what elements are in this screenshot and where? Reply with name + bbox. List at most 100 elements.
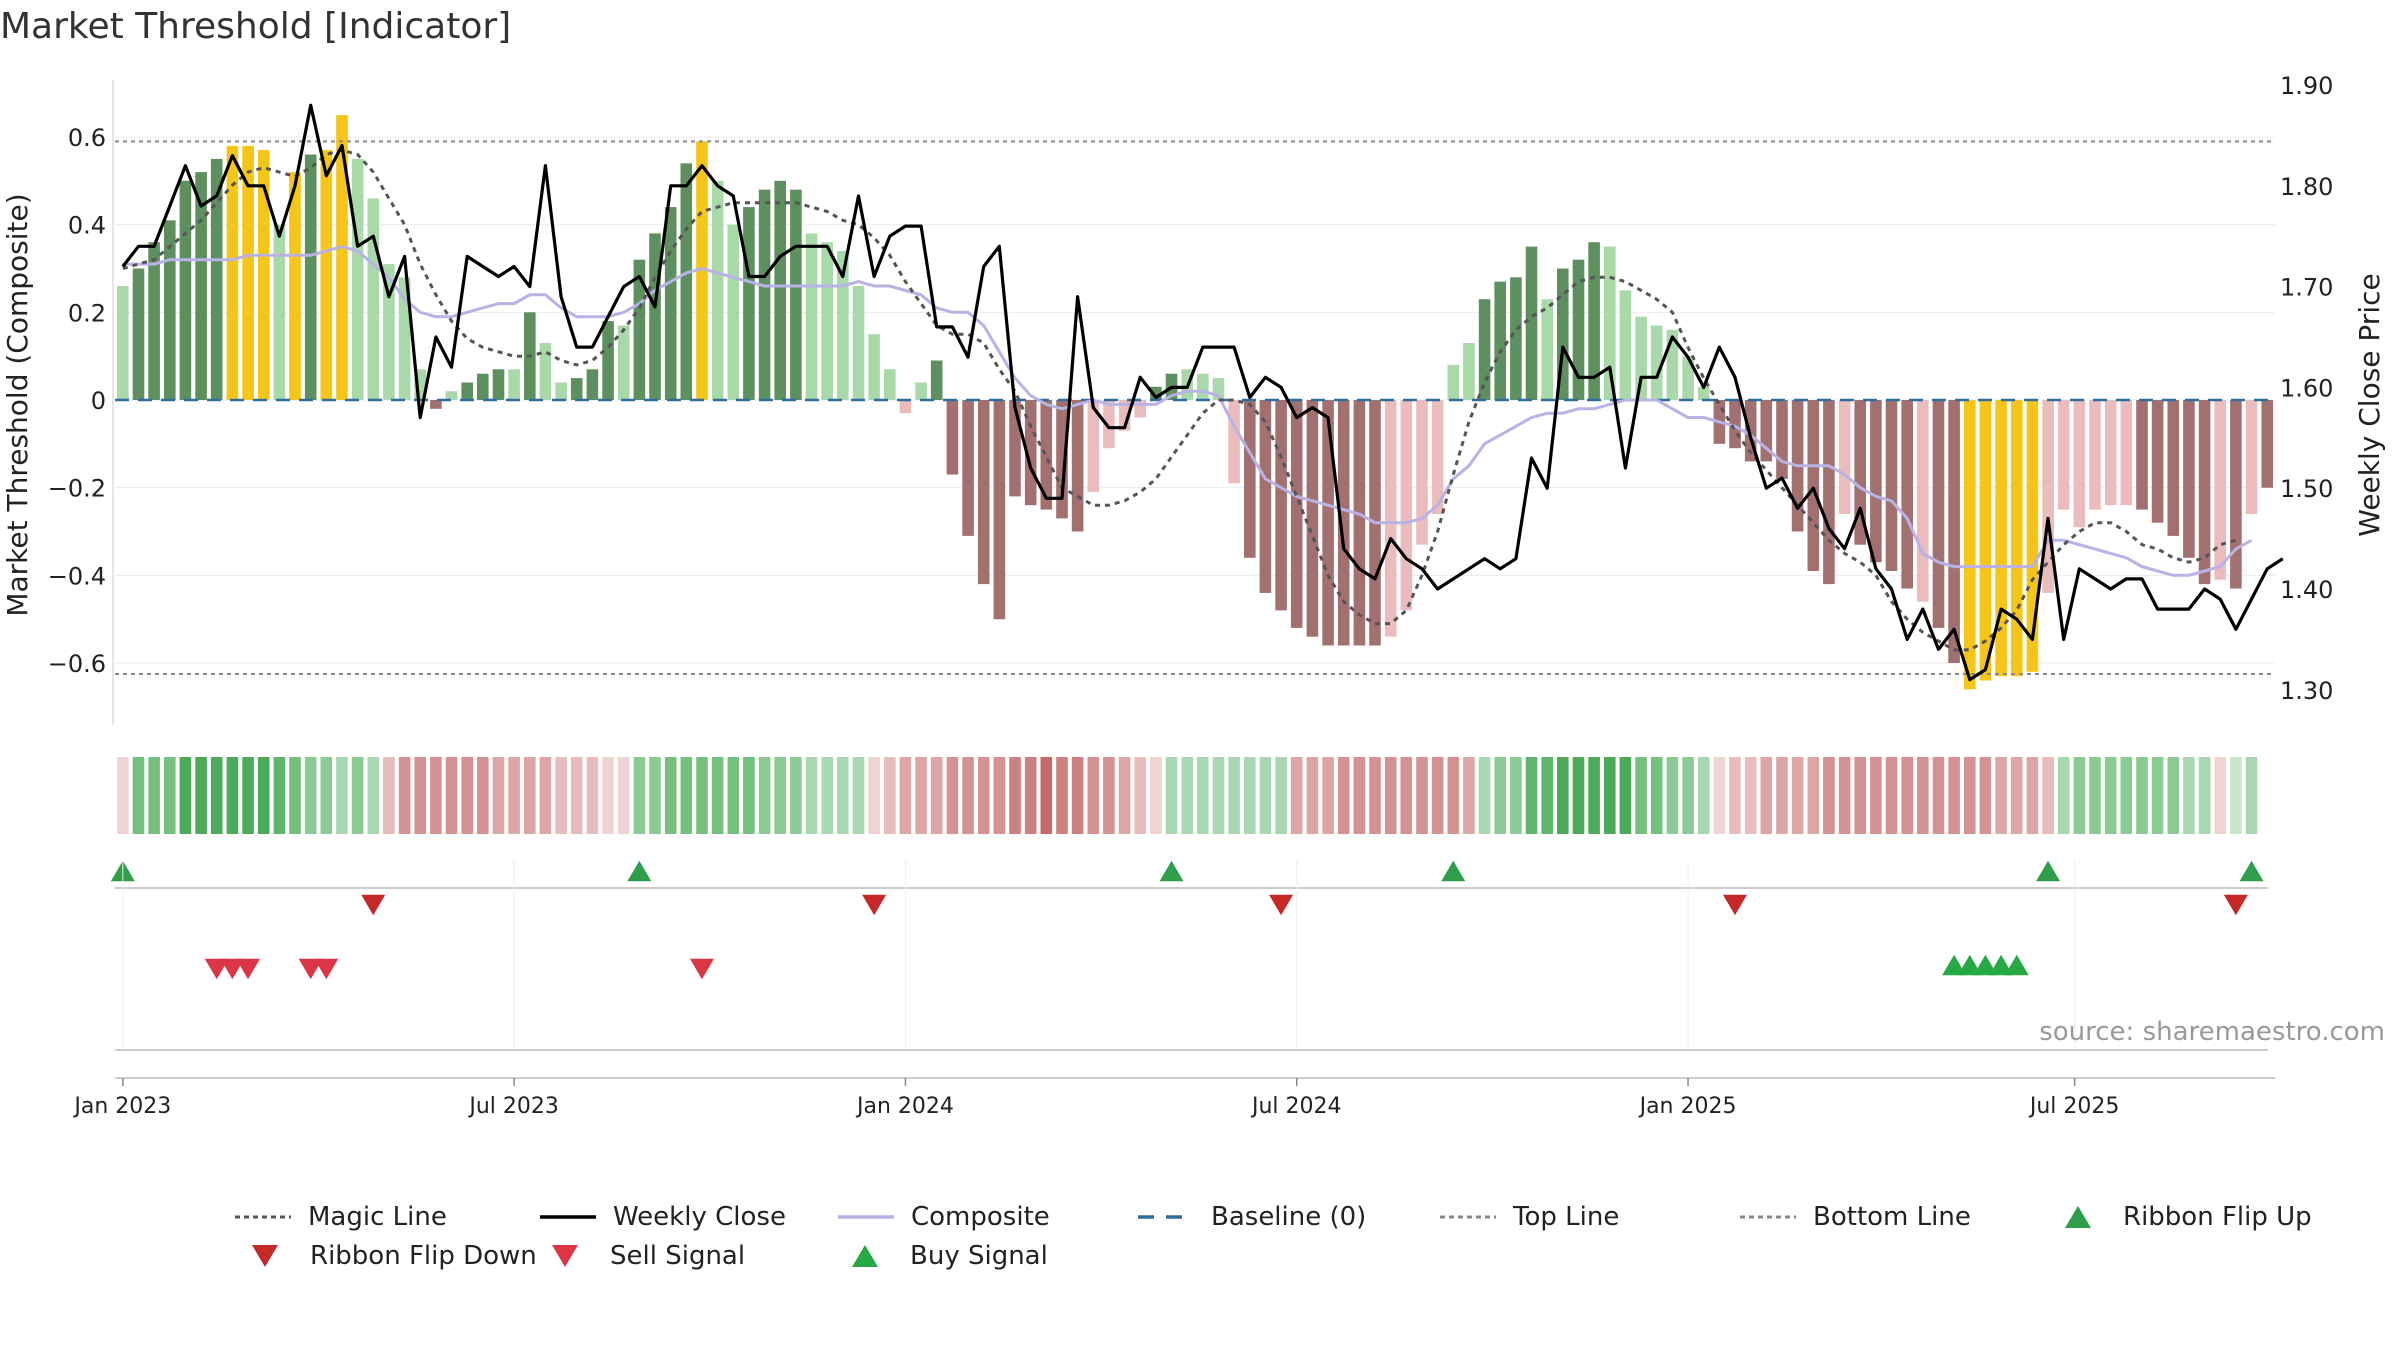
ribbon-cell: [117, 757, 129, 834]
ribbon-cell: [993, 757, 1006, 834]
signal-markers: [110, 860, 2275, 1079]
composite-bar: [790, 189, 802, 400]
composite-bar: [555, 382, 567, 400]
composite-bar: [2089, 400, 2101, 510]
composite-bar: [351, 158, 364, 400]
legend-down-triangle: [252, 1245, 278, 1267]
ribbon-cell: [1885, 757, 1898, 834]
composite-bar: [1557, 268, 1569, 400]
ribbon-cell: [1337, 757, 1350, 834]
ribbon-cell: [1134, 757, 1146, 834]
ribbon-cell: [962, 757, 974, 834]
ribbon-cell: [758, 757, 771, 834]
y-tick-label: 0.4: [68, 212, 106, 240]
composite-bar: [602, 321, 614, 400]
composite-bar: [2230, 400, 2242, 589]
ribbon-cell: [1948, 757, 1960, 834]
sell-signal-marker: [220, 958, 245, 980]
composite-bar: [1228, 400, 1240, 484]
ribbon-cell: [1588, 757, 1600, 834]
composite-bar: [1275, 400, 1287, 611]
ribbon-cell: [727, 757, 740, 834]
ribbon-cell: [1071, 757, 1084, 834]
ribbon-cell: [1197, 757, 1209, 834]
composite-line: [122, 245, 2253, 577]
legend-label: Bottom Line: [1813, 1202, 1971, 1232]
ribbon-cell: [1400, 757, 1413, 834]
ribbon-cell: [179, 757, 192, 834]
ribbon-cell: [696, 757, 708, 834]
ribbon-cell: [1056, 757, 1068, 834]
composite-bar: [1134, 400, 1146, 418]
composite-bar: [1995, 400, 2007, 677]
composite-bar: [2136, 400, 2148, 510]
ribbon-cell: [2245, 757, 2258, 834]
ribbon-cell: [1431, 757, 1444, 834]
ribbon-cell: [1838, 757, 1851, 834]
composite-bar: [304, 154, 317, 400]
ribbon-cell: [977, 757, 990, 834]
ribbon-cell: [930, 757, 943, 834]
composite-bar: [1979, 400, 1992, 681]
composite-bar: [132, 268, 145, 400]
composite-bar: [1776, 400, 1788, 479]
composite-bar: [1009, 400, 1021, 497]
composite-bar: [1729, 400, 1741, 449]
composite-bar: [1572, 259, 1585, 400]
composite-bar: [195, 172, 207, 400]
composite-bar: [1337, 400, 1350, 646]
composite-bar: [1416, 400, 1428, 545]
ribbon-cell: [946, 757, 959, 834]
ribbon-cell: [1150, 757, 1162, 834]
y-tick-label: 0: [91, 387, 106, 415]
composite-bar: [2183, 400, 2195, 558]
buy-signal-marker: [2004, 954, 2029, 976]
composite-bar: [1353, 400, 1366, 646]
ribbon-cell: [1087, 757, 1100, 834]
legend-item: Top Line: [1440, 1202, 1619, 1232]
composite-bar: [2261, 400, 2273, 488]
composite-bar: [289, 172, 301, 400]
ribbon-flip-up-marker: [2036, 860, 2061, 882]
x-tick-label: Jan 2025: [1638, 1094, 1737, 1119]
ribbon-cell: [2010, 757, 2023, 834]
y2-tick-label: 1.80: [2280, 173, 2333, 201]
composite-bar: [1807, 400, 1820, 571]
ribbon-cell: [289, 757, 301, 834]
ribbon-cell: [1697, 757, 1710, 834]
composite-bar: [2010, 400, 2023, 677]
ribbon-cell: [790, 757, 802, 834]
ribbon-cell: [1619, 757, 1632, 834]
y-tick-label: −0.2: [48, 475, 106, 503]
legend-item: Composite: [838, 1202, 1050, 1232]
composite-bar: [1087, 400, 1100, 493]
composite-bar: [164, 220, 176, 400]
ribbon-cell: [899, 757, 912, 834]
composite-bar: [1697, 386, 1710, 400]
composite-bar: [1290, 400, 1303, 628]
composite-bar: [2073, 400, 2086, 528]
ribbon-flip-up-marker: [1441, 860, 1466, 882]
composite-bar: [1118, 400, 1131, 431]
ribbon-cell: [2026, 757, 2039, 834]
composite-bar: [1400, 400, 1413, 611]
composite-bar: [570, 378, 583, 400]
ribbon-cell: [2120, 757, 2133, 834]
ribbon-flip-down-marker: [1269, 894, 1294, 916]
legend-label: Sell Signal: [610, 1241, 745, 1271]
ribbon-cell: [210, 757, 223, 834]
ribbon-cell: [884, 757, 896, 834]
ribbon-strip: [117, 757, 2258, 834]
composite-bar: [1964, 400, 1976, 690]
composite-bar: [1901, 400, 1913, 589]
composite-bar: [1463, 343, 1475, 400]
composite-bar: [336, 115, 348, 400]
composite-bar: [1071, 400, 1084, 532]
legend-up-triangle: [852, 1245, 878, 1267]
ribbon-cell: [1979, 757, 1992, 834]
composite-bar: [1541, 299, 1553, 400]
composite-bar: [1024, 400, 1037, 506]
legend-label: Baseline (0): [1211, 1202, 1366, 1232]
composite-bars: [117, 115, 2273, 690]
ribbon-cell: [2057, 757, 2070, 834]
